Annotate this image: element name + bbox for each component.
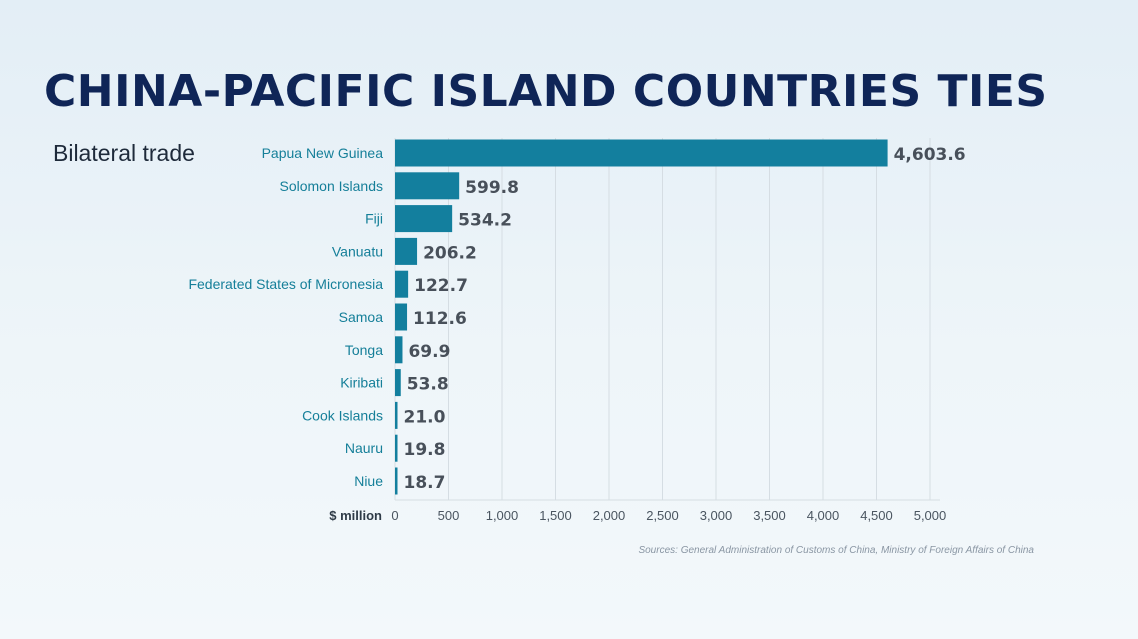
data-label: 53.8 [407, 375, 449, 395]
data-label: 4,603.6 [894, 145, 966, 165]
x-tick-label: 3,000 [700, 508, 733, 523]
data-label: 599.8 [465, 178, 519, 198]
category-label: Samoa [339, 309, 384, 325]
bar [395, 237, 418, 265]
data-label: 122.7 [414, 276, 468, 296]
category-label: Solomon Islands [279, 178, 383, 194]
x-tick-label: 1,500 [539, 508, 572, 523]
chart-title: CHINA-PACIFIC ISLAND COUNTRIES TIES [44, 66, 1048, 117]
x-tick-label: 2,500 [646, 508, 679, 523]
bar [395, 369, 401, 397]
x-tick-label: 5,000 [914, 508, 947, 523]
bar [395, 336, 403, 364]
category-label: Vanuatu [332, 243, 383, 259]
x-tick-label: 3,500 [753, 508, 786, 523]
data-label: 19.8 [404, 440, 446, 460]
data-label: 18.7 [404, 473, 446, 493]
category-label: Tonga [345, 342, 383, 358]
bar [395, 270, 409, 298]
chart-subtitle: Bilateral trade [53, 140, 195, 166]
category-label: Nauru [345, 440, 383, 456]
category-label: Papua New Guinea [262, 145, 384, 161]
x-tick-label: 1,000 [486, 508, 519, 523]
data-label: 69.9 [408, 342, 450, 362]
bar [395, 205, 453, 233]
bar [395, 303, 408, 331]
category-label: Cook Islands [302, 407, 383, 423]
x-axis-label: $ million [329, 508, 382, 523]
data-label: 534.2 [458, 211, 512, 231]
bar [395, 401, 398, 429]
bar [395, 172, 460, 200]
x-tick-label: 2,000 [593, 508, 626, 523]
x-tick-label: 4,500 [860, 508, 893, 523]
x-tick-label: 4,000 [807, 508, 840, 523]
data-label: 21.0 [404, 407, 446, 427]
source-note: Sources: General Administration of Custo… [638, 545, 1034, 556]
bar [395, 467, 398, 495]
x-tick-label: 0 [391, 508, 398, 523]
bar [395, 139, 888, 167]
bar [395, 434, 398, 462]
category-label: Federated States of Micronesia [188, 276, 383, 292]
category-label: Fiji [365, 211, 383, 227]
data-label: 112.6 [413, 309, 467, 329]
x-tick-label: 500 [438, 508, 460, 523]
category-label: Kiribati [340, 375, 383, 391]
category-label: Niue [354, 473, 383, 489]
data-label: 206.2 [423, 243, 477, 263]
